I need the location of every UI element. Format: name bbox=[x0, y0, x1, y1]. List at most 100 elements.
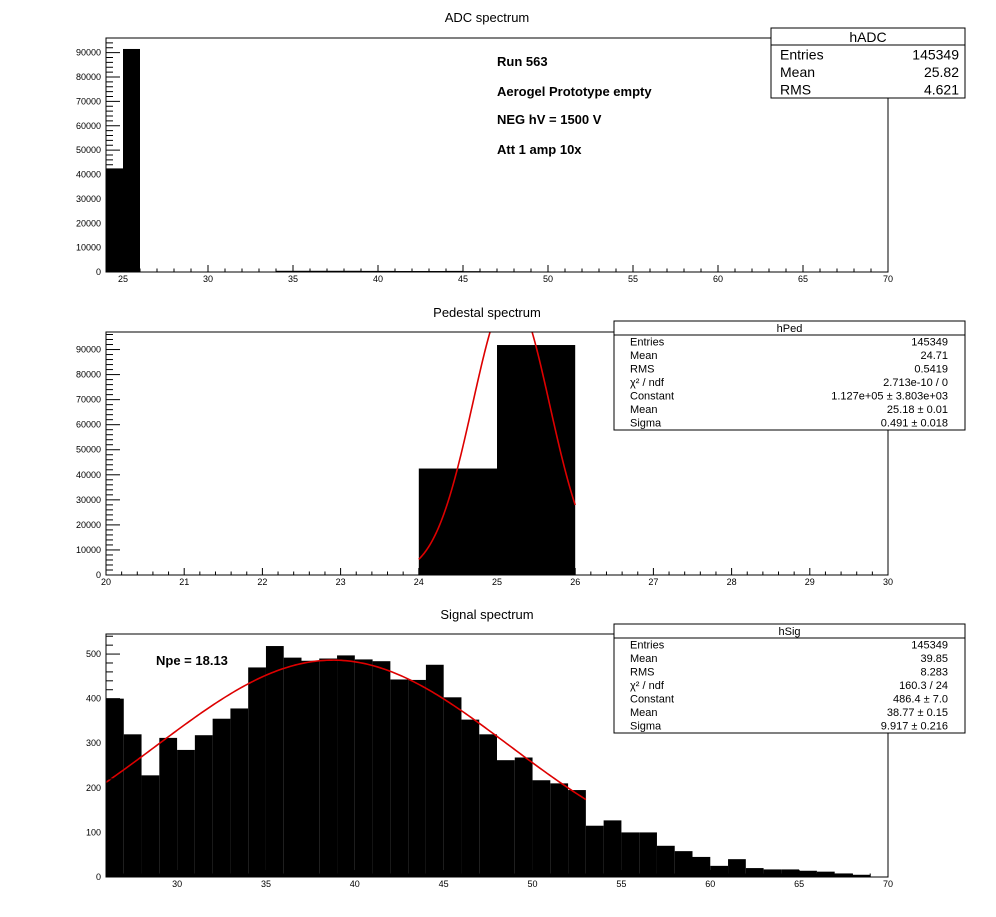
x-tick-label: 29 bbox=[805, 577, 815, 587]
gaussian-fit-line bbox=[418, 332, 576, 560]
y-tick-label: 70000 bbox=[76, 395, 101, 405]
stats-value: 8.283 bbox=[920, 667, 948, 679]
stats-label: Mean bbox=[630, 350, 658, 362]
histogram-bar bbox=[293, 270, 310, 272]
stats-value: 145349 bbox=[912, 47, 959, 63]
histogram-bar bbox=[319, 658, 338, 877]
y-tick-label: 60000 bbox=[76, 420, 101, 430]
histogram-bar bbox=[621, 832, 640, 877]
stats-label: Entries bbox=[630, 337, 665, 349]
stats-label: Mean bbox=[630, 707, 658, 719]
x-tick-label: 50 bbox=[543, 274, 553, 284]
y-tick-label: 400 bbox=[86, 694, 101, 704]
y-tick-label: 40000 bbox=[76, 170, 101, 180]
histogram-bar bbox=[123, 734, 142, 877]
x-tick-label: 26 bbox=[570, 577, 580, 587]
x-tick-label: 70 bbox=[883, 879, 893, 889]
stats-label: RMS bbox=[780, 82, 811, 98]
histogram-bar bbox=[497, 760, 515, 877]
annotation-text: Run 563 bbox=[497, 54, 548, 69]
stats-label: Mean bbox=[630, 653, 658, 665]
histogram-bar bbox=[568, 790, 586, 877]
histogram-bar bbox=[603, 820, 622, 877]
histogram-bar bbox=[514, 757, 533, 877]
x-tick-label: 27 bbox=[648, 577, 658, 587]
histogram-bar bbox=[763, 869, 782, 877]
y-tick-label: 50000 bbox=[76, 445, 101, 455]
x-tick-label: 24 bbox=[414, 577, 424, 587]
x-tick-label: 25 bbox=[118, 274, 128, 284]
histogram-bar bbox=[852, 874, 871, 877]
stats-value: 145349 bbox=[911, 640, 948, 652]
annotation-text: Att 1 amp 10x bbox=[497, 142, 582, 157]
x-tick-label: 55 bbox=[628, 274, 638, 284]
x-tick-label: 45 bbox=[439, 879, 449, 889]
histogram-panel-1: ADC spectrum 25 30 35 40 45 50 55 60 65 70 0 10000 20… bbox=[76, 10, 966, 284]
stats-label: χ² / ndf bbox=[630, 377, 665, 389]
histogram-bar bbox=[212, 718, 231, 877]
x-tick-label: 50 bbox=[528, 879, 538, 889]
x-tick-label: 30 bbox=[883, 577, 893, 587]
histogram-bar bbox=[479, 734, 497, 877]
histogram-bar bbox=[372, 661, 391, 877]
histogram-bar bbox=[745, 868, 764, 877]
y-tick-label: 0 bbox=[96, 267, 101, 277]
histogram-bar bbox=[123, 48, 140, 272]
stats-label: Mean bbox=[780, 64, 815, 80]
stats-value: 24.71 bbox=[920, 350, 948, 362]
x-tick-label: 40 bbox=[350, 879, 360, 889]
histogram-bar bbox=[344, 270, 361, 272]
histogram-bar bbox=[834, 873, 853, 877]
stats-value: 0.491 ± 0.018 bbox=[881, 418, 948, 430]
histogram-bar bbox=[301, 660, 320, 877]
histogram-bar bbox=[497, 345, 576, 575]
y-tick-label: 30000 bbox=[76, 194, 101, 204]
x-tick-label: 40 bbox=[373, 274, 383, 284]
stats-value: 39.85 bbox=[920, 653, 948, 665]
stats-box-name: hSig bbox=[778, 626, 800, 638]
y-tick-label: 20000 bbox=[76, 218, 101, 228]
histogram-bar bbox=[408, 679, 426, 877]
histogram-bar bbox=[177, 749, 195, 877]
histogram-bar bbox=[418, 468, 497, 575]
stats-label: Constant bbox=[630, 391, 674, 403]
stats-value: 145349 bbox=[911, 337, 948, 349]
histogram-bar bbox=[310, 270, 327, 272]
stats-box-name: hPed bbox=[777, 323, 803, 335]
histogram-bar bbox=[378, 270, 395, 272]
stats-label: Constant bbox=[630, 694, 674, 706]
x-tick-label: 23 bbox=[336, 577, 346, 587]
histogram-bar bbox=[327, 270, 344, 272]
x-tick-label: 65 bbox=[798, 274, 808, 284]
histogram-panel-3: Signal spectrum 30 35 40 45 50 55 60 65 70 0 100 200… bbox=[86, 607, 966, 889]
histogram-bar bbox=[728, 859, 746, 877]
histogram-bar bbox=[781, 869, 800, 877]
x-tick-label: 70 bbox=[883, 274, 893, 284]
histogram-bar bbox=[265, 646, 284, 877]
histogram-bar bbox=[390, 679, 409, 877]
histogram-bar bbox=[674, 851, 693, 877]
histogram-bar bbox=[446, 270, 463, 272]
gaussian-fit-line bbox=[106, 659, 587, 801]
annotation-text: NEG hV = 1500 V bbox=[497, 112, 602, 127]
y-tick-label: 90000 bbox=[76, 345, 101, 355]
x-tick-label: 20 bbox=[101, 577, 111, 587]
y-tick-label: 0 bbox=[96, 570, 101, 580]
stats-value: 0.5419 bbox=[914, 364, 948, 376]
y-tick-label: 40000 bbox=[76, 470, 101, 480]
y-tick-label: 10000 bbox=[76, 243, 101, 253]
stats-box-frame bbox=[613, 320, 966, 431]
y-tick-label: 80000 bbox=[76, 72, 101, 82]
histogram-bar bbox=[550, 783, 569, 877]
stats-label: Mean bbox=[630, 404, 658, 416]
y-tick-label: 30000 bbox=[76, 495, 101, 505]
stats-value: 25.18 ± 0.01 bbox=[887, 404, 948, 416]
chart-title: Signal spectrum bbox=[440, 607, 533, 622]
x-tick-label: 22 bbox=[257, 577, 267, 587]
y-tick-label: 70000 bbox=[76, 96, 101, 106]
histogram-bar bbox=[532, 780, 551, 877]
histogram-bar bbox=[692, 856, 711, 877]
stats-box: hADC Entries 145349 Mean 25.82 RMS 4.621 bbox=[770, 27, 966, 99]
